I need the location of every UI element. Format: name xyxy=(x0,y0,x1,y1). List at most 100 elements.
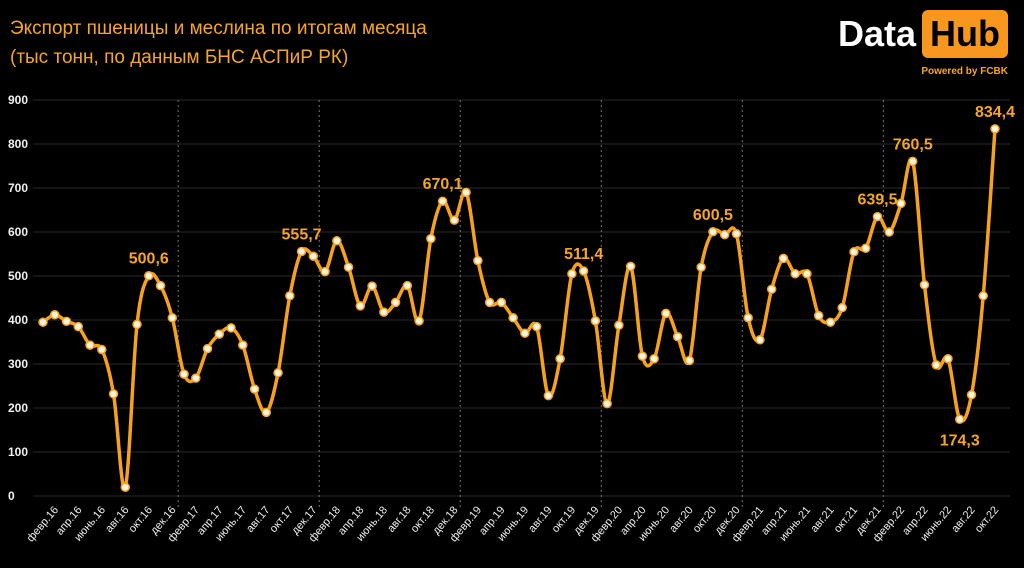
data-point xyxy=(226,323,236,333)
data-point xyxy=(285,291,295,301)
x-tick-label: окт.22 xyxy=(973,504,1002,535)
data-point xyxy=(907,156,918,167)
data-point xyxy=(919,280,930,290)
data-point xyxy=(708,227,718,237)
data-point xyxy=(273,368,283,378)
logo-hub-text: Hub xyxy=(922,10,1008,58)
data-point xyxy=(249,384,260,394)
data-point xyxy=(85,340,95,350)
data-point xyxy=(355,301,366,311)
x-tick-label: авг.17 xyxy=(244,504,272,535)
data-point xyxy=(390,297,401,308)
data-point xyxy=(402,280,413,291)
data-point xyxy=(38,317,48,327)
data-point xyxy=(308,251,319,261)
data-point xyxy=(860,243,871,254)
data-point xyxy=(990,124,1000,134)
data-point xyxy=(343,262,354,272)
data-point xyxy=(731,229,742,239)
data-point xyxy=(567,269,577,279)
y-tick-label: 600 xyxy=(8,225,28,239)
data-point xyxy=(637,351,648,361)
data-point xyxy=(191,373,201,383)
data-point xyxy=(978,291,988,301)
data-point xyxy=(484,297,495,308)
x-tick-label: февр.16 xyxy=(25,504,61,544)
y-tick-label: 500 xyxy=(8,269,28,283)
data-point xyxy=(296,246,307,257)
powered-by-text: Powered by FCBK xyxy=(921,66,1008,77)
data-point xyxy=(849,247,859,257)
data-point xyxy=(414,316,424,326)
y-tick-label: 800 xyxy=(8,137,28,151)
data-point xyxy=(238,340,248,350)
data-point xyxy=(426,233,436,244)
data-point xyxy=(743,313,753,323)
data-point xyxy=(614,320,624,331)
data-label: 555,7 xyxy=(282,226,322,243)
data-point xyxy=(649,353,659,364)
data-point xyxy=(531,321,542,332)
data-point xyxy=(167,313,178,323)
data-point xyxy=(555,353,565,364)
data-point xyxy=(872,211,883,222)
title-line-2: (тыс тонн, по данным БНС АСПиР РК) xyxy=(10,47,349,68)
data-point xyxy=(496,297,507,308)
data-point xyxy=(954,414,965,425)
data-point xyxy=(332,236,342,246)
data-point xyxy=(320,266,330,277)
data-point xyxy=(825,317,836,327)
logo-data-text: Data xyxy=(837,13,917,54)
data-point xyxy=(966,390,977,400)
data-point xyxy=(379,307,389,317)
title-line-1: Экспорт пшеницы и меслина по итогам меся… xyxy=(10,18,427,39)
data-point xyxy=(120,482,131,492)
data-label: 670,1 xyxy=(423,176,463,193)
y-tick-label: 300 xyxy=(8,357,28,371)
data-point xyxy=(790,269,800,279)
x-tick-label: авг.22 xyxy=(949,504,977,535)
data-point xyxy=(943,353,953,364)
data-point xyxy=(214,329,225,339)
data-point xyxy=(719,229,730,240)
data-point xyxy=(473,255,483,266)
y-tick-label: 400 xyxy=(8,313,28,327)
data-point xyxy=(543,390,554,401)
datahub-logo: Data Hub xyxy=(838,10,1008,58)
data-point xyxy=(802,269,812,279)
data-point xyxy=(61,316,72,327)
data-label: 760,5 xyxy=(893,136,933,153)
data-point xyxy=(437,196,448,206)
data-point xyxy=(813,310,824,321)
x-tick-label: авг.20 xyxy=(667,504,695,535)
data-point xyxy=(931,360,941,370)
data-point xyxy=(50,309,60,320)
data-point xyxy=(132,319,142,330)
data-label: 500,6 xyxy=(129,251,169,268)
data-point xyxy=(755,335,765,345)
data-point xyxy=(672,331,683,342)
data-point xyxy=(778,253,789,264)
data-point xyxy=(108,389,119,399)
data-point xyxy=(661,308,671,319)
data-point xyxy=(590,316,601,326)
y-tick-label: 700 xyxy=(8,181,28,195)
series-line-layer xyxy=(41,128,997,490)
data-point xyxy=(461,187,471,198)
x-axis-ticks: февр.16апр.16июнь.16авг.16окт.16дек.16фе… xyxy=(25,504,1002,544)
data-point xyxy=(625,261,636,272)
data-label: 600,5 xyxy=(693,207,733,224)
data-point xyxy=(202,343,213,354)
chart-title: Экспорт пшеницы и меслина по итогам меся… xyxy=(10,14,427,72)
data-label: 834,4 xyxy=(975,104,1015,121)
data-point xyxy=(261,407,272,418)
data-point xyxy=(367,281,377,291)
x-tick-label: авг.21 xyxy=(808,504,836,535)
y-tick-label: 900 xyxy=(8,93,28,107)
y-tick-label: 0 xyxy=(8,489,15,503)
grid-layer xyxy=(33,99,1010,508)
data-point xyxy=(837,302,847,313)
data-point xyxy=(696,262,706,272)
data-point xyxy=(602,398,612,409)
